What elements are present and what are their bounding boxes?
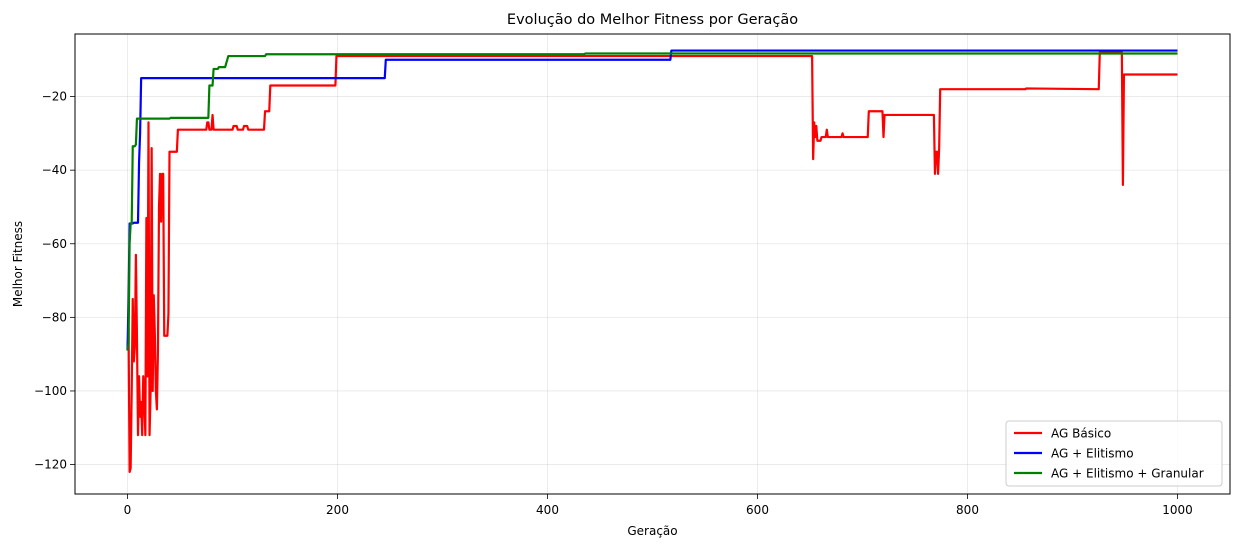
y-tick-label: −100 (34, 384, 67, 398)
legend-box (1005, 420, 1223, 487)
x-tick-label: 800 (956, 503, 979, 517)
chart-title: Evolução do Melhor Fitness por Geração (507, 12, 798, 28)
x-tick-label: 200 (326, 503, 349, 517)
x-axis-label: Geração (627, 524, 677, 538)
plot-frame (74, 33, 1231, 495)
series-line-1 (126, 51, 1178, 474)
series-line-2 (126, 49, 1178, 351)
x-tick-label: 600 (746, 503, 769, 517)
x-tick-label: 0 (124, 503, 132, 517)
y-tick-label: −20 (42, 90, 67, 104)
y-tick-label: −120 (34, 458, 67, 472)
legend-label: AG + Elitismo (1051, 447, 1134, 461)
legend: AG Básico AG + Elitismo AG + Elitismo + Gr… (1005, 420, 1223, 487)
tick-layer: 0 200 400 600 800 1000 −120 −100 −80 −60 −40 −20 (34, 90, 1193, 517)
y-tick-label: −60 (42, 237, 67, 251)
legend-label: AG Básico (1051, 427, 1111, 441)
legend-label: AG + Elitismo + Granular (1051, 467, 1204, 481)
y-axis-label: Melhor Fitness (11, 221, 25, 307)
series-layer (126, 49, 1178, 474)
series-line-3 (126, 52, 1178, 351)
x-tick-label: 400 (536, 503, 559, 517)
y-tick-label: −80 (42, 310, 67, 324)
grid-layer (75, 34, 1230, 494)
x-tick-label: 1000 (1162, 503, 1193, 517)
y-tick-label: −40 (42, 163, 67, 177)
